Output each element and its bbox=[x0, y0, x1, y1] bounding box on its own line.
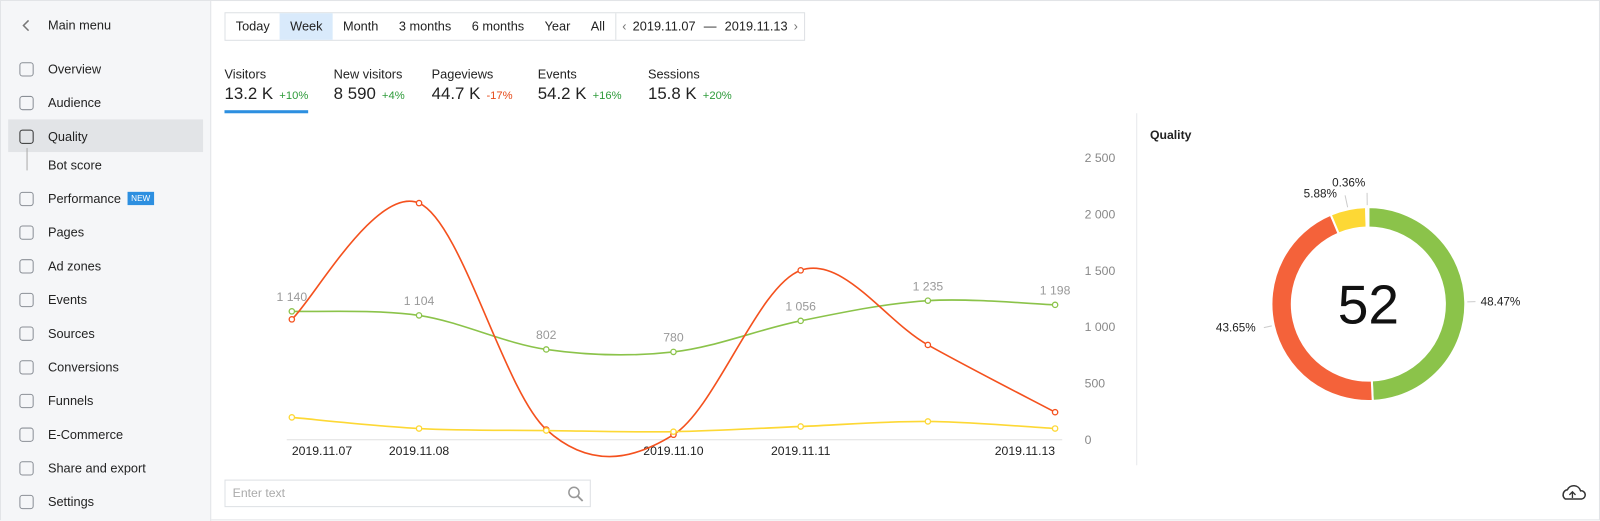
x-tick-label: 2019.11.08 bbox=[389, 444, 450, 458]
data-point bbox=[289, 415, 294, 420]
value-label: 780 bbox=[663, 331, 684, 345]
value-label: 802 bbox=[536, 328, 557, 342]
data-point bbox=[925, 419, 930, 424]
data-point bbox=[416, 426, 421, 431]
metric-value-row: 54.2 K +16% bbox=[538, 85, 622, 104]
cloud-icon[interactable] bbox=[1563, 486, 1585, 499]
metric-label: Visitors bbox=[224, 67, 308, 81]
x-tick-label: 2019.11.07 bbox=[292, 444, 353, 458]
x-tick-label: 2019.11.13 bbox=[995, 444, 1056, 458]
value-label: 1 056 bbox=[785, 300, 816, 314]
data-point bbox=[544, 428, 549, 433]
metric-value: 8 590 bbox=[334, 85, 376, 103]
y-tick-label: 1 000 bbox=[1085, 320, 1116, 334]
data-point bbox=[289, 317, 294, 322]
data-point bbox=[1052, 410, 1057, 415]
metric-label: Pageviews bbox=[432, 67, 513, 81]
data-point bbox=[798, 318, 803, 323]
metric-underline bbox=[224, 110, 308, 113]
x-tick-label: 2019.11.11 bbox=[771, 444, 831, 458]
data-point bbox=[671, 429, 676, 434]
y-tick-label: 1 500 bbox=[1085, 264, 1116, 278]
data-point bbox=[416, 200, 421, 205]
metric-tab[interactable]: New visitors 8 590 +4% bbox=[334, 67, 405, 104]
y-tick-label: 2 500 bbox=[1085, 151, 1116, 165]
y-tick-label: 0 bbox=[1085, 433, 1092, 447]
data-point bbox=[416, 313, 421, 318]
slice-label: 0.36% bbox=[1332, 177, 1365, 190]
metric-tab[interactable]: Events 54.2 K +16% bbox=[538, 67, 622, 104]
metric-change: +20% bbox=[703, 90, 732, 102]
slice-label: 48.47% bbox=[1481, 296, 1521, 309]
metric-value: 44.7 K bbox=[432, 85, 481, 103]
metric-value-row: 44.7 K -17% bbox=[432, 85, 513, 104]
metric-change: +16% bbox=[593, 90, 622, 102]
data-point bbox=[544, 347, 549, 352]
metric-value: 15.8 K bbox=[648, 85, 697, 103]
search-input[interactable]: Enter text bbox=[224, 480, 590, 508]
data-point bbox=[798, 424, 803, 429]
metric-value-row: 8 590 +4% bbox=[334, 85, 405, 104]
metric-tab[interactable]: Pageviews 44.7 K -17% bbox=[432, 67, 513, 104]
value-label: 1 198 bbox=[1040, 284, 1071, 298]
value-label: 1 104 bbox=[404, 294, 435, 308]
data-point bbox=[1052, 426, 1057, 431]
metric-value: 13.2 K bbox=[224, 85, 273, 103]
search-icon[interactable] bbox=[567, 486, 583, 502]
value-label: 1 140 bbox=[277, 290, 308, 304]
data-point bbox=[798, 268, 803, 273]
slice-label: 43.65% bbox=[1216, 322, 1256, 335]
metric-tab[interactable]: Visitors 13.2 K +10% bbox=[224, 67, 308, 113]
metric-label: Events bbox=[538, 67, 622, 81]
metric-value-row: 15.8 K +20% bbox=[648, 85, 732, 104]
chart-title: Quality bbox=[1150, 128, 1192, 142]
metric-tab[interactable]: Sessions 15.8 K +20% bbox=[648, 67, 732, 104]
metric-value: 54.2 K bbox=[538, 85, 587, 103]
center-value: 52 bbox=[1338, 273, 1399, 335]
y-tick-label: 2 000 bbox=[1085, 208, 1116, 222]
data-point bbox=[289, 309, 294, 314]
donut-segment bbox=[1366, 207, 1368, 227]
donut-segment bbox=[1331, 207, 1367, 233]
metric-change: +10% bbox=[279, 90, 308, 102]
data-point bbox=[925, 342, 930, 347]
metric-label: Sessions bbox=[648, 67, 732, 81]
data-point bbox=[1052, 302, 1057, 307]
value-label: 1 235 bbox=[913, 279, 944, 293]
metric-change: +4% bbox=[382, 90, 405, 102]
y-tick-label: 500 bbox=[1085, 377, 1106, 391]
leader-line bbox=[1264, 326, 1272, 328]
leader-line bbox=[1345, 195, 1348, 207]
metric-value-row: 13.2 K +10% bbox=[224, 85, 308, 104]
search-placeholder: Enter text bbox=[233, 486, 285, 500]
metric-label: New visitors bbox=[334, 67, 405, 81]
data-point bbox=[925, 298, 930, 303]
series-line bbox=[292, 201, 1055, 456]
data-point bbox=[671, 349, 676, 354]
metric-change: -17% bbox=[486, 90, 512, 102]
